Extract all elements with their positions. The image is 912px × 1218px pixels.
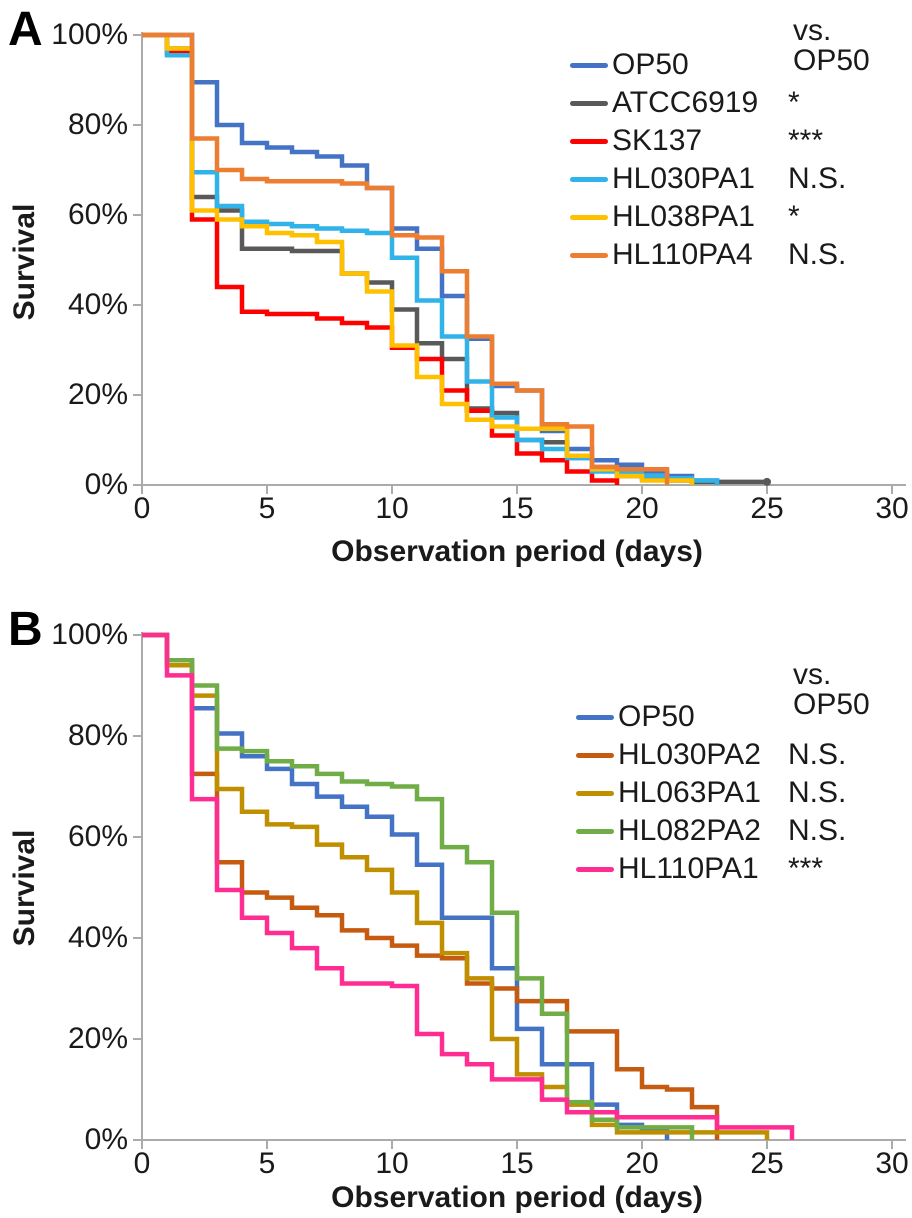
y-tick-label: 40% [67, 288, 128, 321]
x-tick-label: 0 [133, 492, 151, 525]
y-tick-label: 20% [67, 378, 128, 411]
significance-label-HL030PA1: N.S. [788, 162, 847, 195]
legend-row-HL030PA2: HL030PA2 [576, 736, 761, 774]
legend-row-HL110PA4: HL110PA4 [570, 236, 753, 274]
legend-row-HL038PA1: HL038PA1 [570, 198, 755, 236]
x-tick-label: 0 [133, 1147, 151, 1180]
significance-label-HL038PA1: * [788, 200, 800, 233]
panel-b-comparison-header: vs. OP50 [793, 658, 870, 721]
y-tick-label: 100% [51, 618, 128, 651]
y-tick-label: 0% [84, 468, 128, 501]
legend-row-HL030PA1: HL030PA1 [570, 160, 755, 198]
legend-row-SK137: SK137 [570, 122, 702, 160]
legend-label: HL082PA2 [618, 814, 761, 847]
x-tick-label: 30 [875, 492, 909, 525]
legend-label: HL038PA1 [612, 200, 755, 233]
significance-label-HL082PA2: N.S. [788, 814, 847, 847]
x-tick-label: 20 [625, 492, 659, 525]
legend-line-swatch-ATCC6919 [570, 100, 608, 106]
survival-curve-HL082PA2 [142, 632, 695, 1140]
curve-end-marker-ATCC6919 [763, 477, 771, 486]
significance-label-HL063PA1: N.S. [788, 776, 847, 809]
y-tick-label: 80% [67, 719, 128, 752]
survival-curve-HL110PA4 [142, 32, 670, 485]
x-tick-label: 20 [625, 1147, 659, 1180]
x-tick-label: 10 [375, 492, 409, 525]
x-tick-label: 15 [500, 492, 534, 525]
panel-b-letter: B [8, 603, 43, 656]
legend-row-ATCC6919: ATCC6919 [570, 84, 758, 122]
panel-a-letter: A [8, 3, 43, 56]
legend-label: OP50 [618, 700, 695, 733]
legend-line-swatch-OP50 [570, 62, 608, 68]
legend-label: SK137 [612, 124, 703, 157]
y-tick-label: 40% [67, 921, 128, 954]
legend-line-swatch-OP50 [576, 714, 614, 720]
y-tick-label: 100% [51, 18, 128, 51]
y-tick-label: 80% [67, 108, 128, 141]
legend-line-swatch-SK137 [570, 138, 608, 144]
x-tick-label: 5 [258, 1147, 276, 1180]
significance-label-SK137: *** [788, 124, 824, 157]
panel-a-y-axis-title: Survival [8, 203, 41, 321]
panel-a-comparison-header: vs. OP50 [793, 14, 870, 77]
legend-row-OP50: OP50 [570, 46, 689, 84]
legend-line-swatch-HL110PA1 [576, 866, 614, 872]
x-tick-label: 25 [750, 1147, 784, 1180]
legend-row-HL110PA1: HL110PA1 [576, 850, 759, 888]
legend-line-swatch-HL082PA2 [576, 828, 614, 834]
survival-curve-OP50 [142, 632, 670, 1140]
survival-curve-SK137 [142, 32, 620, 485]
significance-label-HL110PA4: N.S. [788, 238, 847, 271]
x-tick-label: 5 [258, 492, 276, 525]
legend-label: ATCC6919 [612, 86, 759, 119]
y-tick-label: 0% [84, 1123, 128, 1156]
x-tick-label: 30 [875, 1147, 909, 1180]
x-tick-label: 10 [375, 1147, 409, 1180]
legend-label: HL063PA1 [618, 776, 761, 809]
legend-row-OP50: OP50 [576, 698, 695, 736]
significance-label-HL030PA2: N.S. [788, 738, 847, 771]
y-tick-label: 60% [67, 198, 128, 231]
y-tick-label: 20% [67, 1022, 128, 1055]
legend-label: HL110PA4 [612, 238, 753, 271]
legend-label: HL030PA2 [618, 738, 761, 771]
panel-b-x-axis-title: Observation period (days) [331, 1181, 703, 1214]
x-tick-label: 25 [750, 492, 784, 525]
legend-label: HL030PA1 [612, 162, 755, 195]
legend-label: OP50 [612, 48, 689, 81]
legend-row-HL063PA1: HL063PA1 [576, 774, 761, 812]
legend-line-swatch-HL038PA1 [570, 214, 608, 220]
legend-row-HL082PA2: HL082PA2 [576, 812, 761, 850]
legend-line-swatch-HL110PA4 [570, 252, 608, 258]
survival-curve-HL030PA2 [142, 632, 720, 1140]
panel-b-y-axis-title: Survival [8, 829, 41, 947]
legend-label: HL110PA1 [618, 852, 759, 885]
significance-label-HL110PA1: *** [788, 852, 824, 885]
significance-label-ATCC6919: * [788, 86, 800, 119]
y-tick-label: 60% [67, 820, 128, 853]
x-tick-label: 15 [500, 1147, 534, 1180]
survival-curve-HL110PA1 [142, 632, 795, 1140]
legend-line-swatch-HL030PA1 [570, 176, 608, 182]
legend-line-swatch-HL063PA1 [576, 790, 614, 796]
panel-a-x-axis-title: Observation period (days) [331, 535, 703, 568]
legend-line-swatch-HL030PA2 [576, 752, 614, 758]
